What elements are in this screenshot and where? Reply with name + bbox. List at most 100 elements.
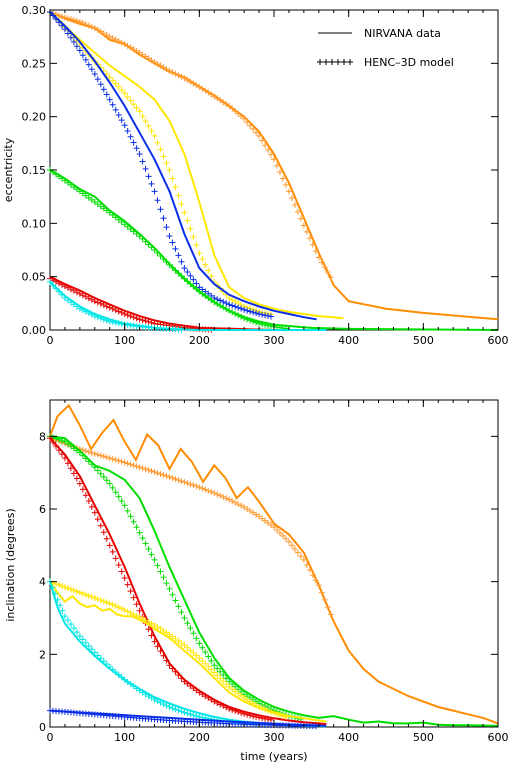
eccentricity-plus-marker (238, 313, 245, 320)
eccentricity-plus-marker (58, 281, 65, 288)
inclination-plus-marker (112, 555, 119, 562)
inclination-plus-marker (94, 516, 101, 523)
inclination-plus-marker (94, 596, 101, 603)
eccentricity-plus-marker (85, 295, 92, 302)
inclination-plus-marker (166, 704, 173, 711)
inclination-plus-marker (190, 482, 197, 489)
eccentricity-plus-marker (160, 255, 167, 262)
eccentricity-plus-marker (112, 319, 119, 326)
eccentricity-x-tick-label: 0 (47, 334, 54, 347)
inclination-plus-marker (181, 479, 188, 486)
eccentricity-plus-marker (154, 197, 161, 204)
inclination-plus-marker (136, 607, 143, 614)
eccentricity-plus-marker (94, 76, 101, 83)
eccentricity-plus-marker (235, 312, 242, 319)
inclination-plus-marker (124, 608, 131, 615)
inclination-plus-marker (172, 597, 179, 604)
eccentricity-plus-marker (76, 290, 83, 297)
eccentricity-plus-marker (291, 201, 298, 208)
inclination-plus-marker (139, 465, 146, 472)
inclination-plus-marker (76, 633, 83, 640)
inclination-plus-marker (235, 708, 242, 715)
eccentricity-plus-marker (178, 73, 185, 80)
eccentricity-plus-marker (85, 61, 92, 68)
inclination-x-tick-label: 400 (338, 731, 359, 744)
inclination-plus-marker (118, 605, 125, 612)
inclination-plus-marker (148, 632, 155, 639)
inclination-plus-marker (88, 461, 95, 468)
inclination-plus-marker (160, 574, 167, 581)
inclination-plus-marker (214, 700, 221, 707)
inclination-plus-marker (193, 483, 200, 490)
eccentricity-plus-marker (247, 122, 254, 129)
inclination-plus-marker (163, 657, 170, 664)
inclination-plus-marker (91, 649, 98, 656)
inclination-plus-marker (88, 503, 95, 510)
inclination-series-line (49, 435, 499, 727)
inclination-plus-marker (82, 447, 89, 454)
inclination-plus-marker (103, 454, 110, 461)
eccentricity-plus-marker (148, 244, 155, 251)
inclination-plus-marker (309, 572, 316, 579)
eccentricity-plus-marker (142, 238, 149, 245)
eccentricity-plus-marker (106, 304, 113, 311)
inclination-plus-marker (327, 611, 334, 618)
eccentricity-plus-marker (169, 264, 176, 271)
inclination-plus-marker (220, 702, 227, 709)
inclination-plus-marker (169, 475, 176, 482)
inclination-plus-marker (268, 708, 275, 715)
inclination-plus-marker (160, 652, 167, 659)
inclination-plus-marker (154, 643, 161, 650)
eccentricity-plus-marker (244, 307, 251, 314)
inclination-plus-marker (187, 647, 194, 654)
eccentricity-plus-marker (82, 56, 89, 63)
eccentricity-plus-marker (300, 222, 307, 229)
eccentricity-plus-marker (151, 188, 158, 195)
eccentricity-y-axis-title: eccentricity (2, 137, 15, 202)
eccentricity-plus-marker (232, 310, 239, 317)
inclination-plus-marker (273, 711, 280, 718)
eccentricity-plus-marker (309, 241, 316, 248)
inclination-plus-marker (94, 451, 101, 458)
legend-plus-marker (317, 59, 323, 65)
eccentricity-y-ticks: 0.00 0.05 0.10 0.15 0.20 0.25 0.30 (22, 4, 498, 337)
inclination-plus-marker (205, 653, 212, 660)
eccentricity-plus-marker (82, 21, 89, 28)
eccentricity-plus-marker (166, 233, 173, 240)
inclination-plus-marker (51, 590, 58, 597)
inclination-plus-marker (172, 706, 179, 713)
eccentricity-plus-marker (109, 305, 116, 312)
eccentricity-plus-marker (265, 146, 272, 153)
inclination-plus-marker (70, 587, 77, 594)
eccentricity-series-line (49, 11, 344, 320)
eccentricity-plus-marker (256, 132, 263, 139)
inclination-plus-marker (175, 603, 182, 610)
inclination-plus-marker (109, 456, 116, 463)
inclination-x-tick-label: 500 (413, 731, 434, 744)
eccentricity-plus-marker (184, 278, 191, 285)
inclination-plus-marker (100, 474, 107, 481)
eccentricity-plus-marker (169, 175, 176, 182)
eccentricity-plus-marker (139, 158, 146, 165)
eccentricity-plus-marker (166, 67, 173, 74)
eccentricity-plus-marker (175, 192, 182, 199)
inclination-series-line (49, 403, 499, 725)
inclination-plus-marker (259, 705, 266, 712)
eccentricity-plus-marker (262, 142, 269, 149)
inclination-plus-marker (181, 615, 188, 621)
inclination-plus-marker (279, 532, 286, 539)
eccentricity-plus-marker (178, 258, 185, 265)
eccentricity-plus-marker (190, 276, 197, 283)
eccentricity-plus-marker (139, 113, 146, 120)
inclination-plus-marker (79, 636, 86, 643)
inclination-plus-marker (106, 542, 113, 549)
eccentricity-plus-marker (315, 254, 322, 261)
eccentricity-plus-marker (303, 228, 310, 235)
inclination-plus-marker (79, 446, 86, 453)
legend-plus-marker (323, 59, 329, 65)
inclination-plus-marker (56, 602, 63, 609)
inclination-plus-marker (58, 451, 65, 458)
eccentricity-plus-marker (262, 321, 269, 328)
inclination-plus-marker (67, 586, 74, 593)
eccentricity-plus-marker (91, 313, 98, 320)
